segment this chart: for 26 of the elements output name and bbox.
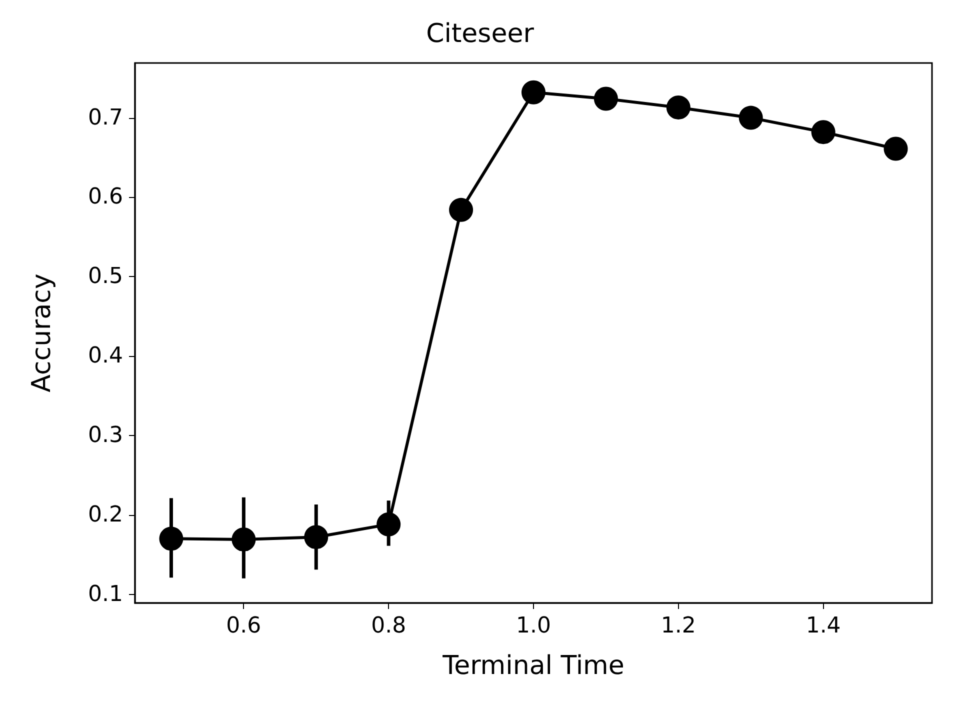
point: [522, 80, 546, 104]
y-tick-label: 0.7: [88, 105, 123, 130]
x-tick-label: 1.2: [660, 614, 696, 638]
y-tick-label: 0.2: [88, 502, 123, 528]
point: [159, 526, 184, 551]
point: [594, 86, 618, 111]
x-tick-label: 1.0: [516, 614, 551, 638]
point: [449, 198, 474, 222]
x-tick-label: 0.6: [226, 614, 262, 638]
point: [666, 95, 690, 120]
chart-title: Citeseer: [426, 19, 534, 49]
point: [738, 106, 763, 130]
point: [304, 525, 328, 550]
point: [376, 512, 401, 536]
point: [811, 120, 836, 144]
y-tick-label: 0.4: [88, 344, 123, 369]
x-axis-title: Terminal Time: [442, 651, 624, 681]
x-tick-label: 1.4: [806, 614, 841, 638]
x-tick-label: 0.8: [371, 614, 406, 638]
point: [232, 527, 256, 552]
y-axis-title: Accuracy: [27, 274, 57, 392]
y-tick-label: 0.1: [88, 582, 123, 607]
point: [884, 136, 908, 161]
y-tick-label: 0.5: [88, 264, 123, 290]
y-tick-label: 0.3: [88, 422, 123, 448]
y-tick-label: 0.6: [88, 184, 123, 210]
